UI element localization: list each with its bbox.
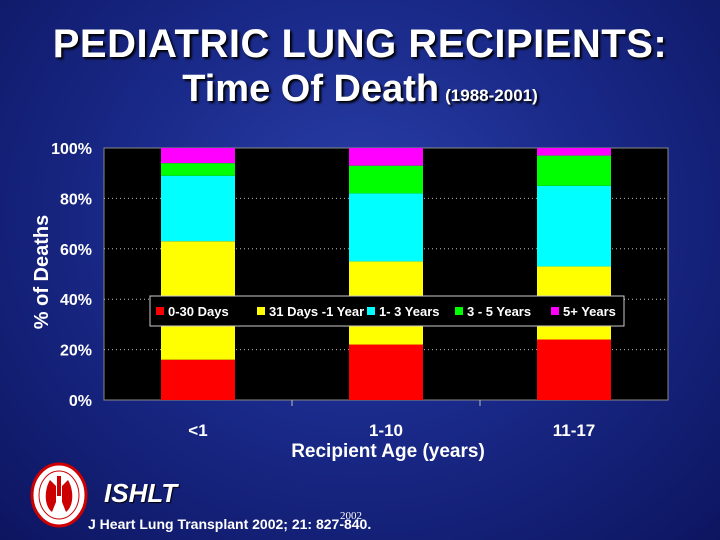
y-axis-label: % of Deaths [31,215,53,329]
ishlt-brand-label: ISHLT [104,478,178,508]
journal-citation: J Heart Lung Transplant 2002; 21: 827-84… [88,516,372,532]
bar-segment-1-3-years [161,175,235,242]
x-axis-label: Recipient Age (years) [291,441,485,462]
bar-segment-5-years [349,148,423,166]
legend-swatch [156,307,164,315]
x-tick-label: <1 [188,421,207,440]
copyright-year: 2002 [340,510,362,522]
bar-segment-3-5-years [349,165,423,194]
ishlt-logo-icon [30,462,88,528]
legend-label: 3 - 5 Years [467,304,531,319]
legend-swatch [551,307,559,315]
chart-title-years: (1988-2001) [445,86,538,105]
legend-swatch [455,307,463,315]
bar-segment-0-30-days [161,359,235,400]
legend-box [149,295,625,327]
y-tick-label: 100% [51,141,92,158]
legend-label: 31 Days -1 Year [269,304,364,319]
legend-label: 0-30 Days [168,304,229,319]
chart-title-main: Time Of Death [182,68,440,110]
chart-title-line1: PEDIATRIC LUNG RECIPIENTS: [52,22,668,66]
bar-segment-1-3-years [537,185,611,267]
y-tick-label: 80% [60,191,92,208]
x-tick-label: 11-17 [553,421,596,440]
legend-label: 1- 3 Years [379,304,439,319]
legend-swatch [257,307,265,315]
bar-segment-0-30-days [537,339,611,400]
bar-segment-1-3-years [349,193,423,262]
bar-segment-5-years [537,148,611,156]
x-tick-label: 1-10 [369,421,403,440]
y-tick-label: 60% [60,242,92,259]
y-tick-label: 40% [60,292,92,309]
chart-title-line2: Time Of Death (1988-2001) [0,68,720,111]
y-tick-label: 20% [60,343,92,360]
bar-segment-3-5-years [537,155,611,186]
legend-swatch [367,307,375,315]
y-tick-label: 0% [69,393,92,410]
legend-label: 5+ Years [563,304,616,319]
bar-segment-5-years [161,148,235,164]
bar-segment-3-5-years [161,163,235,176]
bar-segment-0-30-days [349,344,423,400]
